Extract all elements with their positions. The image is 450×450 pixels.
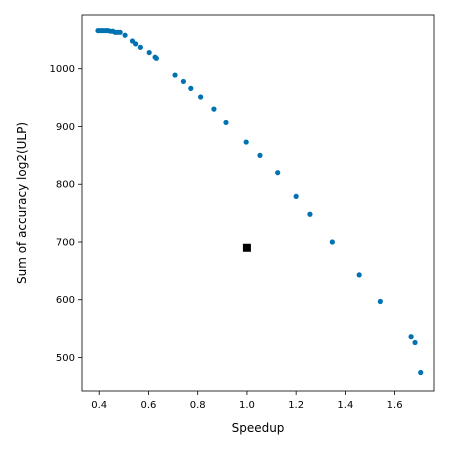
plot-frame [81,14,435,392]
data-point [223,119,229,126]
x-tick-label: 1.4 [337,400,353,411]
data-point [146,49,152,56]
x-axis-label: Speedup [232,421,285,435]
y-tick-label: 1000 [50,64,75,75]
x-tick-label: 1.0 [239,400,255,411]
data-point [377,298,383,305]
data-point [133,41,139,47]
data-point [188,85,194,91]
data-point [137,44,143,50]
data-point [412,339,418,346]
y-axis: 500 600 700 800 900 1000 [50,64,82,364]
data-point [180,78,187,85]
data-point [153,55,159,61]
data-point [275,170,281,176]
data-points [95,27,424,376]
data-point-square [242,243,251,252]
data-point [172,72,178,78]
x-tick-label: 1.6 [387,400,403,411]
data-point [122,32,128,38]
data-point [329,239,335,245]
data-point [198,94,204,100]
data-point [418,369,424,376]
data-point [293,193,299,199]
x-axis: 0.4 0.6 0.8 1.0 1.2 1.4 1.6 [91,391,403,411]
data-point [211,106,217,112]
y-tick-label: 700 [56,237,75,248]
x-tick-label: 0.8 [190,400,206,411]
y-tick-label: 900 [56,122,75,133]
y-tick-label: 600 [56,295,75,306]
x-tick-label: 0.6 [141,400,157,411]
x-tick-label: 1.2 [288,400,304,411]
data-point [243,139,249,145]
data-point [356,272,362,278]
data-point [117,29,123,35]
data-point [408,334,414,340]
data-point [307,211,313,217]
y-tick-label: 800 [56,180,75,191]
y-axis-label: Sum of accuracy log2(ULP) [15,122,29,284]
x-tick-label: 0.4 [91,400,107,411]
data-point [257,152,263,158]
y-tick-label: 500 [56,353,75,364]
